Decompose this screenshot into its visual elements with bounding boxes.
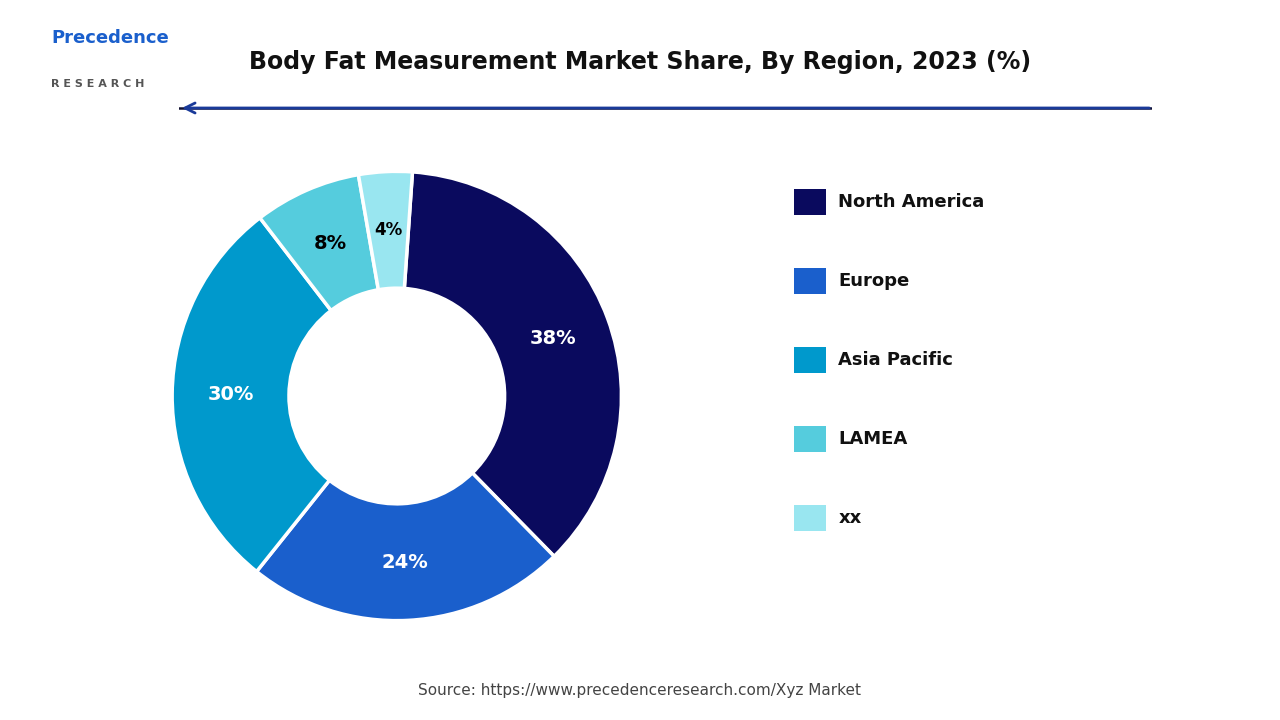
Wedge shape xyxy=(358,171,412,289)
Text: R E S E A R C H: R E S E A R C H xyxy=(51,79,145,89)
Wedge shape xyxy=(173,218,332,572)
Text: 30%: 30% xyxy=(207,385,253,404)
Text: 24%: 24% xyxy=(381,552,429,572)
Wedge shape xyxy=(404,172,621,557)
Text: LAMEA: LAMEA xyxy=(838,431,908,448)
Text: Body Fat Measurement Market Share, By Region, 2023 (%): Body Fat Measurement Market Share, By Re… xyxy=(248,50,1032,74)
Wedge shape xyxy=(260,175,379,310)
Text: 4%: 4% xyxy=(374,221,402,239)
Text: Europe: Europe xyxy=(838,271,910,289)
Text: 38%: 38% xyxy=(530,329,576,348)
Text: xx: xx xyxy=(838,510,861,527)
Text: Asia Pacific: Asia Pacific xyxy=(838,351,954,369)
Text: North America: North America xyxy=(838,192,984,210)
Text: Source: https://www.precedenceresearch.com/Xyz Market: Source: https://www.precedenceresearch.c… xyxy=(419,683,861,698)
Wedge shape xyxy=(256,473,554,621)
Text: Precedence: Precedence xyxy=(51,29,169,47)
Text: 8%: 8% xyxy=(314,234,347,253)
